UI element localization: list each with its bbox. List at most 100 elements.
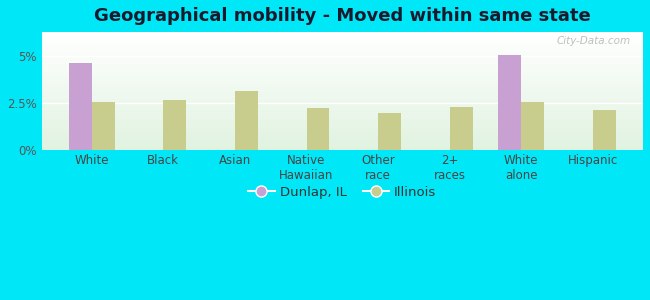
Bar [42,84,643,85]
Bar [42,104,643,105]
Bar [42,125,643,126]
Bar [42,130,643,131]
Bar [42,73,643,74]
Bar [521,102,544,149]
Bar [42,46,643,47]
Bar [42,64,643,65]
Bar [42,63,643,64]
Bar [42,138,643,139]
Bar [42,127,643,128]
Bar [42,105,643,106]
Bar [42,54,643,56]
Bar [42,107,643,108]
Bar [593,110,616,149]
Bar [42,91,643,92]
Bar [42,139,643,140]
Bar [42,47,643,49]
Bar [42,68,643,70]
Bar [69,63,92,149]
Bar [42,67,643,68]
Bar [42,78,643,79]
Bar [42,144,643,145]
Bar [42,76,643,77]
Bar [42,110,643,111]
Bar [42,40,643,41]
Bar [42,122,643,124]
Bar [42,66,643,67]
Bar [42,74,643,76]
Bar [42,51,643,52]
Bar [42,131,643,132]
Bar [42,113,643,114]
Bar [42,33,643,34]
Bar [42,117,643,118]
Bar [42,34,643,36]
Bar [42,49,643,50]
Bar [42,108,643,110]
Bar [42,36,643,37]
Bar [42,61,643,63]
Bar [42,101,643,103]
Bar [42,81,643,83]
Bar [42,98,643,99]
Bar [42,132,643,133]
Bar [42,100,643,101]
Bar [42,93,643,94]
Bar [307,108,330,149]
Bar [42,114,643,116]
Bar [42,39,643,40]
Bar [42,118,643,119]
Bar [92,102,114,149]
Legend: Dunlap, IL, Illinois: Dunlap, IL, Illinois [243,181,442,204]
Text: City-Data.com: City-Data.com [557,36,631,46]
Bar [42,119,643,120]
Bar [42,134,643,135]
Bar [42,45,643,46]
Bar [42,56,643,57]
Bar [42,145,643,146]
Bar [42,70,643,71]
Bar [450,107,473,149]
Bar [42,82,643,84]
Bar [42,112,643,113]
Bar [42,37,643,38]
Bar [42,146,643,147]
Bar [42,128,643,130]
Bar [42,94,643,95]
Bar [42,43,643,44]
Bar [42,133,643,134]
Bar [42,142,643,144]
Bar [42,126,643,127]
Bar [42,72,643,73]
Bar [42,140,643,141]
Bar [42,106,643,107]
Bar [42,121,643,122]
Bar [42,95,643,97]
Bar [42,41,643,43]
Bar [42,71,643,72]
Bar [378,113,401,149]
Bar [42,50,643,51]
Bar [42,77,643,78]
Bar [42,136,643,138]
Bar [42,65,643,66]
Bar [42,135,643,136]
Bar [42,59,643,60]
Bar [42,38,643,39]
Bar [42,58,643,59]
Bar [42,60,643,62]
Bar [42,148,643,149]
Bar [42,85,643,86]
Bar [42,111,643,112]
Bar [42,44,643,45]
Bar [42,120,643,121]
Bar [42,57,643,58]
Bar [42,99,643,100]
Bar [42,116,643,117]
Bar [42,86,643,87]
Bar [499,55,521,149]
Bar [42,52,643,53]
Bar [42,53,643,54]
Bar [42,90,643,91]
Bar [42,88,643,90]
